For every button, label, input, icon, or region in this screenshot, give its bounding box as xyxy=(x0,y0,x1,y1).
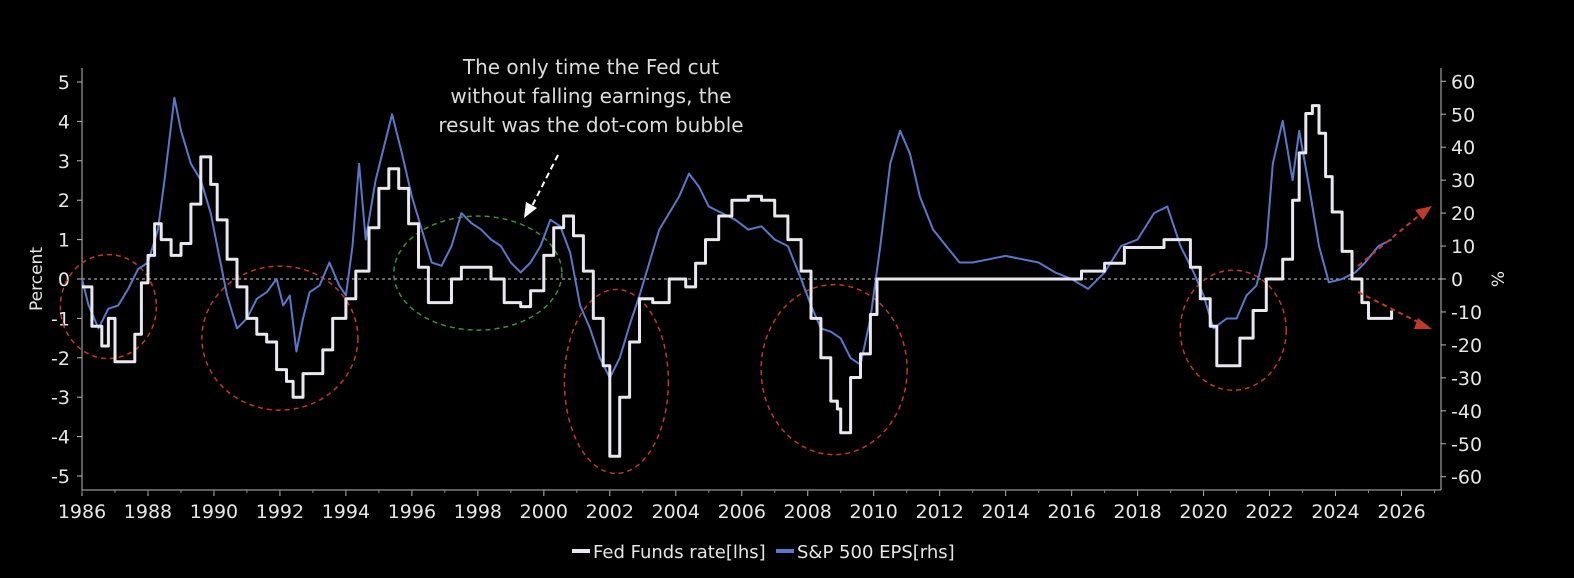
left-tick-label: 2 xyxy=(58,190,70,212)
x-tick-label: 1988 xyxy=(124,501,172,523)
projection-arrow-down-line xyxy=(1357,291,1423,325)
projection-arrow-down-head xyxy=(1414,318,1432,329)
projection-arrow-up-line xyxy=(1357,212,1423,267)
right-tick-label: -60 xyxy=(1451,467,1482,489)
projection-arrows xyxy=(1357,206,1432,329)
x-ticks: 1986 1988 1990 1992 1994 1996 1998 2000 2002 2004… xyxy=(58,490,1435,523)
right-tick-label: -40 xyxy=(1451,401,1482,423)
highlight-ellipse xyxy=(760,283,908,456)
x-tick-label: 2018 xyxy=(1113,501,1161,523)
x-tick-label: 2006 xyxy=(718,501,766,523)
x-tick-label: 1992 xyxy=(256,501,304,523)
x-tick-label: 2002 xyxy=(586,501,634,523)
right-tick-label: 60 xyxy=(1451,71,1475,93)
highlight-ellipse xyxy=(59,253,158,360)
highlight-circles xyxy=(59,215,1288,475)
fed-funds-rate-line xyxy=(82,104,1394,458)
left-tick-label: 4 xyxy=(58,111,70,133)
right-tick-label: 50 xyxy=(1451,104,1475,126)
x-tick-label: 2000 xyxy=(520,501,568,523)
highlight-ellipse xyxy=(563,288,670,475)
x-tick-label: 1996 xyxy=(388,501,436,523)
x-tick-label: 2008 xyxy=(784,501,832,523)
left-tick-label: -4 xyxy=(51,427,70,449)
x-tick-label: 2026 xyxy=(1377,501,1425,523)
x-tick-label: 2010 xyxy=(850,501,898,523)
x-tick-label: 2020 xyxy=(1179,501,1227,523)
x-tick-label: 2012 xyxy=(915,501,963,523)
axes xyxy=(81,68,1442,491)
left-tick-label: 3 xyxy=(58,151,70,173)
x-tick-label: 1998 xyxy=(454,501,502,523)
x-tick-label: 2004 xyxy=(652,501,700,523)
right-y-ticks: 60 50 40 30 20 10 0 -10 -20 -30 -40 -50 -60 xyxy=(1441,71,1482,489)
legend-label-sp500-eps: S&P 500 EPS[rhs] xyxy=(797,542,955,563)
right-tick-label: -10 xyxy=(1451,302,1482,324)
highlight-ellipse xyxy=(393,215,563,331)
x-tick-label: 2016 xyxy=(1047,501,1095,523)
annotation-line-3: result was the dot-com bubble xyxy=(438,113,743,137)
right-tick-label: 30 xyxy=(1451,170,1475,192)
right-tick-label: 20 xyxy=(1451,203,1475,225)
left-tick-label: -1 xyxy=(51,308,70,330)
annotation-arrow-head xyxy=(524,202,537,218)
series-lines xyxy=(81,96,1394,458)
y-axis-title-right: % xyxy=(1489,271,1509,287)
legend: Fed Funds rate[lhs] S&P 500 EPS[rhs] xyxy=(572,542,955,563)
left-tick-label: 0 xyxy=(58,269,70,291)
annotation-arrow-line xyxy=(529,154,559,211)
x-tick-label: 1990 xyxy=(190,501,238,523)
highlight-ellipse xyxy=(1179,269,1288,391)
left-tick-label: -5 xyxy=(51,466,70,488)
x-tick-label: 1994 xyxy=(322,501,370,523)
x-tick-label: 2022 xyxy=(1245,501,1293,523)
left-tick-label: 5 xyxy=(58,72,70,94)
right-tick-label: -50 xyxy=(1451,434,1482,456)
y-axis-title-left: Percent xyxy=(27,247,47,311)
right-tick-label: 10 xyxy=(1451,236,1475,258)
right-tick-label: -20 xyxy=(1451,335,1482,357)
sp500-eps-line xyxy=(81,96,1393,379)
x-tick-label: 1986 xyxy=(58,501,106,523)
right-tick-label: 0 xyxy=(1451,269,1463,291)
left-tick-label: 1 xyxy=(58,230,70,252)
x-tick-label: 2014 xyxy=(981,501,1029,523)
projection-arrow-up-head xyxy=(1415,206,1432,220)
right-tick-label: 40 xyxy=(1451,137,1475,159)
left-tick-label: -2 xyxy=(51,348,70,370)
annotation-line-2: without falling earnings, the xyxy=(450,84,731,108)
annotation-line-1: The only time the Fed cut xyxy=(462,55,719,79)
left-y-ticks: 5 4 3 2 1 0 -1 -2 -3 -4 -5 xyxy=(51,72,82,488)
right-tick-label: -30 xyxy=(1451,368,1482,390)
legend-label-fed-funds: Fed Funds rate[lhs] xyxy=(593,542,766,563)
x-tick-label: 2024 xyxy=(1311,501,1359,523)
annotation: The only time the Fed cut without fallin… xyxy=(438,55,744,218)
left-tick-label: -3 xyxy=(51,387,70,409)
highlight-ellipse xyxy=(201,265,359,411)
